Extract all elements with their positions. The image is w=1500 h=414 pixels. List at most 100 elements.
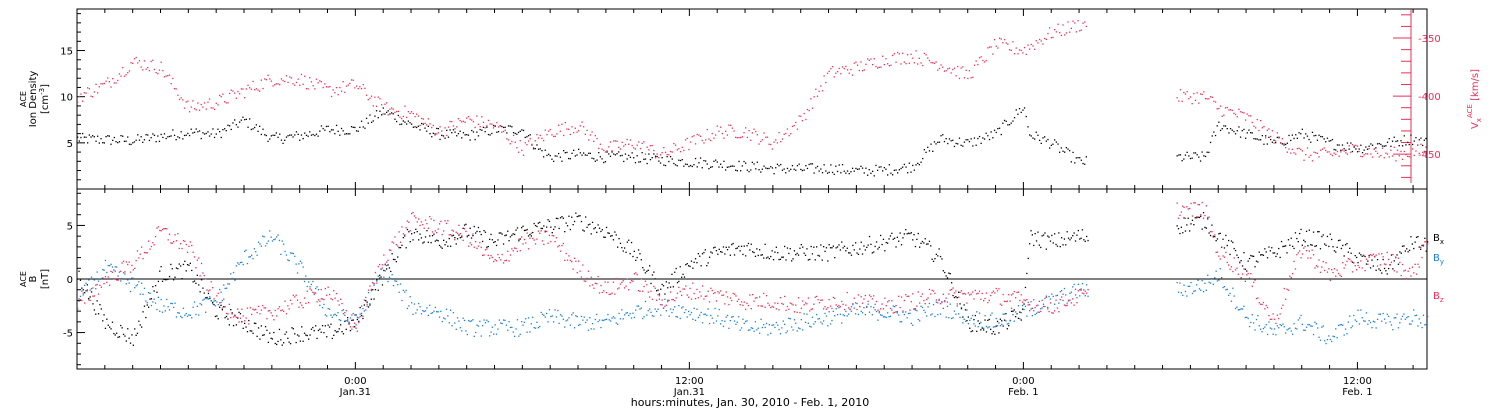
point-bz [234,315,236,317]
point-by [710,314,712,317]
point-bz [175,240,178,242]
point-density [1062,150,1064,152]
point-density [992,137,994,139]
point-by [280,253,282,255]
point-bz [1422,244,1425,246]
point-bx [387,264,389,266]
point-velocity [616,140,618,142]
point-bz [317,299,320,301]
point-by [1024,305,1027,307]
point-by [1216,280,1219,282]
point-by [820,321,822,323]
point-bx [213,304,215,306]
point-bz [1207,216,1209,219]
point-bx [1285,245,1287,247]
point-density [422,123,424,125]
point-density [1340,149,1342,151]
point-bz [672,299,674,301]
point-by [1301,323,1303,325]
point-by [431,312,434,314]
point-by [1283,326,1285,328]
point-velocity [930,62,932,64]
point-velocity [957,65,959,68]
point-bx [1358,252,1361,254]
point-bx [704,249,706,251]
point-bz [406,220,409,222]
point-bz [138,257,140,259]
point-bx [1062,244,1064,246]
point-bx [927,243,929,245]
point-by [251,254,253,256]
point-velocity [292,83,294,85]
point-velocity [1338,155,1340,157]
point-by [640,307,642,309]
point-bz [125,261,127,263]
point-density [93,136,95,138]
point-velocity [694,143,697,145]
point-by [1017,305,1020,307]
point-velocity [424,122,426,124]
point-velocity [1234,113,1237,116]
point-by [1031,315,1033,317]
point-density [1293,137,1295,140]
point-velocity [962,66,964,68]
point-bx [505,234,507,236]
point-bx [238,311,240,313]
point-velocity [1288,148,1290,150]
point-bz [1414,263,1416,265]
point-by [1250,321,1252,324]
point-bz [1397,257,1400,259]
point-bx [1184,230,1187,232]
point-bx [1346,243,1348,245]
point-bx [624,247,626,249]
point-density [930,143,932,145]
point-bx [1337,239,1340,242]
point-by [1336,337,1338,339]
point-density [755,168,757,170]
point-velocity [494,124,496,127]
point-density [1045,140,1047,142]
point-density [1320,135,1322,138]
point-by [855,313,857,315]
point-bx [405,247,407,249]
point-bz [161,228,164,231]
point-density [1022,109,1024,111]
point-bz [482,254,484,256]
point-bx [328,326,331,328]
point-bz [746,302,748,304]
point-velocity [529,138,531,140]
point-bz [853,297,855,299]
point-by [486,319,488,321]
point-by [509,326,512,329]
point-bx [985,331,988,333]
point-density [1410,134,1412,136]
point-velocity [447,126,450,128]
point-velocity [1398,155,1400,157]
point-bz [127,263,129,266]
point-density [803,169,805,171]
point-bz [380,268,382,270]
point-velocity [197,102,199,104]
point-bz [413,215,416,217]
point-velocity [875,65,877,68]
point-bx [650,282,652,285]
point-bz [591,284,594,286]
point-bx [359,307,361,309]
point-bx [582,229,584,231]
point-velocity [1331,154,1334,157]
legend-main: B [1433,253,1440,264]
point-bz [990,294,992,297]
point-by [374,278,377,280]
point-velocity [252,80,254,83]
point-bz [252,308,254,310]
point-bz [1290,277,1292,279]
point-bx [1371,259,1373,261]
point-bx [334,330,336,332]
point-by [747,329,750,331]
point-bz [828,298,830,301]
point-by [337,312,339,314]
point-density [491,132,493,135]
point-density [1050,144,1052,146]
point-velocity [234,92,236,94]
point-velocity [224,101,226,103]
